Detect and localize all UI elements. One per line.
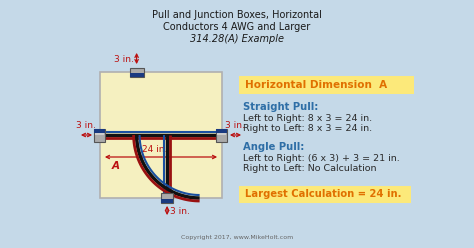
Bar — [94, 128, 106, 142]
Text: Left to Right: (6 x 3) + 3 = 21 in.: Left to Right: (6 x 3) + 3 = 21 in. — [243, 154, 400, 163]
Bar — [161, 193, 173, 203]
Text: A: A — [112, 161, 120, 171]
Bar — [161, 199, 173, 203]
Text: 314.28(A) Example: 314.28(A) Example — [190, 34, 284, 44]
Bar — [239, 186, 411, 203]
Text: 3 in.: 3 in. — [114, 55, 134, 63]
Text: Copyright 2017, www.MikeHolt.com: Copyright 2017, www.MikeHolt.com — [181, 235, 293, 240]
Text: Conductors 4 AWG and Larger: Conductors 4 AWG and Larger — [164, 22, 310, 32]
Text: Straight Pull:: Straight Pull: — [243, 102, 319, 112]
Text: 24 in.: 24 in. — [142, 145, 168, 154]
Text: Left to Right: 8 x 3 = 24 in.: Left to Right: 8 x 3 = 24 in. — [243, 114, 372, 123]
Bar — [94, 128, 106, 133]
Text: 3 in.: 3 in. — [170, 207, 190, 216]
Bar — [95, 133, 104, 135]
Bar — [100, 72, 222, 198]
Bar — [217, 128, 228, 142]
Text: Pull and Junction Boxes, Horizontal: Pull and Junction Boxes, Horizontal — [152, 10, 322, 20]
Bar — [218, 133, 227, 135]
Bar — [239, 76, 414, 94]
Text: Largest Calculation = 24 in.: Largest Calculation = 24 in. — [245, 189, 401, 199]
Text: 3 in.: 3 in. — [225, 121, 245, 130]
Text: Right to Left: No Calculation: Right to Left: No Calculation — [243, 164, 376, 173]
Text: Horizontal Dimension  A: Horizontal Dimension A — [245, 80, 387, 90]
Text: Angle Pull:: Angle Pull: — [243, 142, 304, 152]
Text: Right to Left: 8 x 3 = 24 in.: Right to Left: 8 x 3 = 24 in. — [243, 124, 372, 133]
Bar — [217, 128, 228, 133]
Bar — [129, 67, 144, 76]
Bar — [129, 73, 144, 76]
Text: 3 in.: 3 in. — [76, 121, 96, 130]
